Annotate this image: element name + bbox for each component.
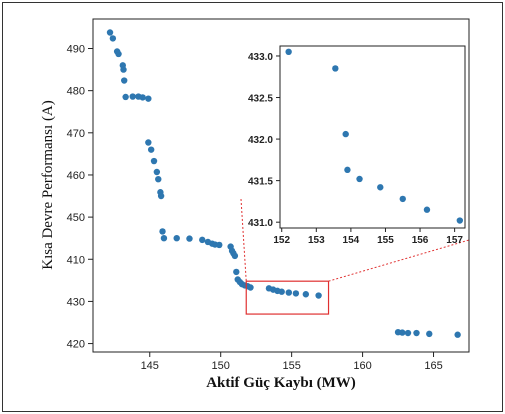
inset-data-point [356, 175, 363, 183]
x-tick-label: 165 [424, 360, 442, 372]
inset-x-tick-label: 153 [308, 235, 325, 246]
data-point [399, 329, 406, 336]
data-point [157, 192, 165, 200]
zoom-line-left [240, 198, 247, 282]
data-point [186, 235, 193, 242]
y-tick-label: 450 [67, 212, 85, 224]
inset-data-point [456, 217, 464, 224]
data-point [216, 241, 223, 249]
inset-y-tick-label: 432.0 [248, 135, 273, 146]
data-point [115, 50, 122, 58]
data-point [413, 329, 420, 337]
y-tick-label: 420 [67, 339, 85, 351]
data-point [233, 268, 240, 276]
y-tick-label: 460 [67, 170, 85, 182]
y-tick-label: 410 [67, 254, 85, 266]
data-point [285, 289, 293, 296]
data-point [160, 234, 168, 242]
inset-y-tick-label: 431.0 [248, 218, 273, 229]
data-point [315, 292, 322, 299]
data-point [139, 94, 146, 101]
x-tick-label: 160 [353, 360, 371, 372]
y-tick-label: 470 [67, 128, 85, 140]
data-point [247, 284, 254, 291]
inset-y-tick-label: 432.5 [248, 94, 273, 105]
data-point [147, 146, 155, 153]
y-tick-label: 480 [67, 86, 85, 98]
inset-data-point [399, 195, 406, 203]
inset-data-point [342, 130, 349, 138]
data-point [153, 168, 161, 176]
inset-data-point [344, 166, 351, 174]
data-point [426, 330, 433, 338]
plot-area [92, 18, 470, 353]
inset-plot-area [279, 45, 466, 229]
inset-data-point [377, 184, 384, 191]
data-point [150, 157, 158, 165]
inset-x-tick-label: 157 [446, 235, 463, 246]
inset-x-tick-label: 156 [412, 235, 429, 246]
inset-scatter-points [285, 48, 464, 224]
main-axis-ticks: 145 150 155 160 165 420 430 410 450 460 470 480 490 [67, 44, 443, 372]
x-tick-label: 150 [212, 360, 230, 372]
data-point [454, 331, 461, 338]
inset-x-tick-label: 154 [343, 235, 360, 246]
data-point [145, 95, 152, 102]
data-point [404, 329, 412, 337]
data-point [155, 175, 162, 183]
data-point [120, 66, 127, 73]
inset-axis-ticks: 152 153 154 155 156 157 431.0 431.5 432.0 432.5 43… [248, 52, 463, 246]
data-point [302, 291, 310, 298]
inset-y-tick-label: 433.0 [248, 52, 273, 63]
inset-data-point [285, 48, 292, 56]
inset-x-tick-label: 152 [273, 235, 290, 246]
zoom-connector-lines [240, 198, 470, 282]
y-tick-label: 430 [67, 296, 85, 308]
data-point [159, 228, 166, 235]
inset-data-point [423, 206, 431, 213]
data-point [173, 234, 180, 242]
data-point [121, 77, 128, 84]
y-tick-label: 490 [67, 44, 85, 56]
data-point [292, 290, 300, 297]
x-axis-label: Aktif Güç Kaybı (MW) [206, 375, 356, 391]
data-point [109, 35, 117, 42]
y-axis-label: Kısa Devre Performansı (A) [40, 100, 56, 270]
data-point [122, 93, 129, 101]
data-point [231, 252, 239, 260]
zoom-highlight-box [245, 280, 330, 315]
data-point [278, 288, 285, 295]
data-point [129, 93, 136, 100]
x-tick-label: 145 [141, 360, 159, 372]
inset-data-point [332, 65, 339, 72]
x-tick-label: 155 [282, 360, 300, 372]
data-point [145, 139, 152, 146]
inset-x-tick-label: 155 [377, 235, 394, 246]
data-point [106, 29, 114, 36]
inset-y-tick-label: 431.5 [248, 177, 273, 188]
zoom-line-right [328, 239, 470, 282]
data-point [199, 236, 206, 244]
